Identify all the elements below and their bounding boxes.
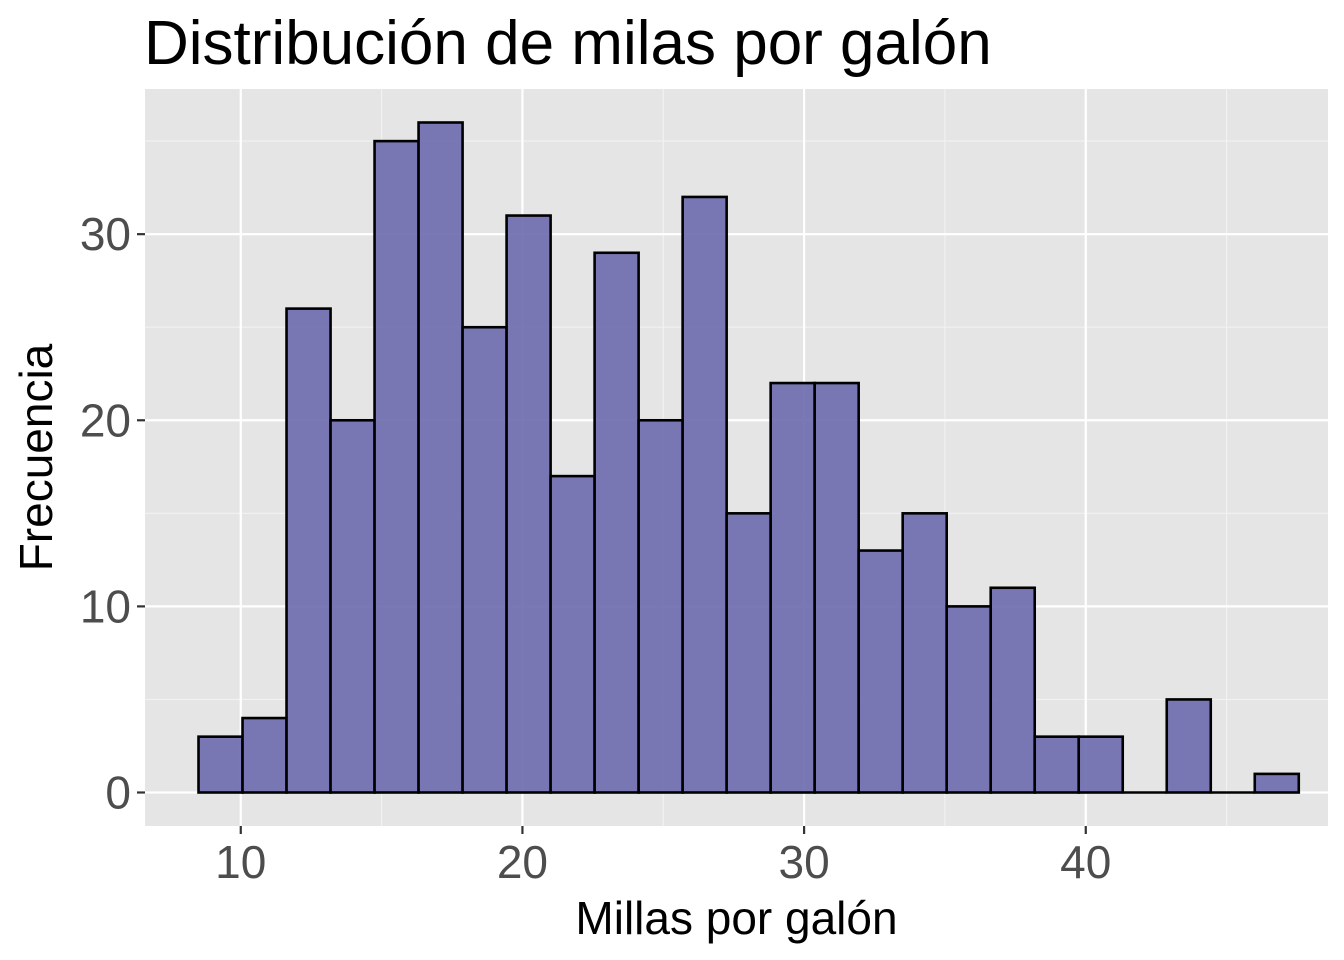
x-tick-label: 40: [1060, 836, 1111, 888]
histogram-bar: [241, 716, 288, 794]
histogram-bar: [901, 512, 948, 794]
histogram-bar: [329, 418, 376, 794]
histogram-bar: [813, 381, 860, 794]
histogram-bar: [1077, 735, 1125, 794]
histogram-bar: [505, 214, 552, 794]
histogram-bar: [989, 586, 1037, 794]
histogram-bar: [769, 381, 816, 794]
y-tick-label: 0: [105, 767, 131, 819]
histogram-bar: [681, 195, 728, 794]
x-tick-labels: 10 20 30 40: [215, 836, 1111, 888]
histogram-bar: [417, 121, 464, 794]
histogram-bar: [637, 418, 684, 794]
histogram-bars: [197, 121, 1301, 794]
x-tick-label: 20: [497, 836, 548, 888]
y-axis-title: Frecuencia: [10, 343, 62, 571]
histogram-bar: [373, 139, 420, 794]
histogram-bar: [593, 251, 640, 794]
axis-ticks: [137, 233, 1087, 834]
histogram-bar: [285, 307, 332, 794]
y-tick-labels: 0 10 20 30: [80, 208, 131, 818]
x-tick-label: 30: [779, 836, 830, 888]
histogram-bar: [461, 325, 508, 794]
y-tick-label: 10: [80, 580, 131, 632]
x-tick-label: 10: [215, 836, 266, 888]
histogram-bar: [945, 605, 993, 794]
histogram-bar: [1033, 735, 1081, 794]
histogram-bar: [197, 735, 244, 794]
y-tick-label: 20: [80, 394, 131, 446]
chart-title: Distribución de milas por galón: [144, 9, 992, 78]
histogram-bar: [1253, 772, 1301, 794]
histogram-bar: [725, 512, 772, 794]
histogram-bar: [1165, 698, 1213, 794]
y-tick-label: 30: [80, 208, 131, 260]
histogram-bar: [549, 474, 596, 794]
x-axis-title: Millas por galón: [575, 892, 897, 944]
histogram-bar: [857, 549, 904, 794]
